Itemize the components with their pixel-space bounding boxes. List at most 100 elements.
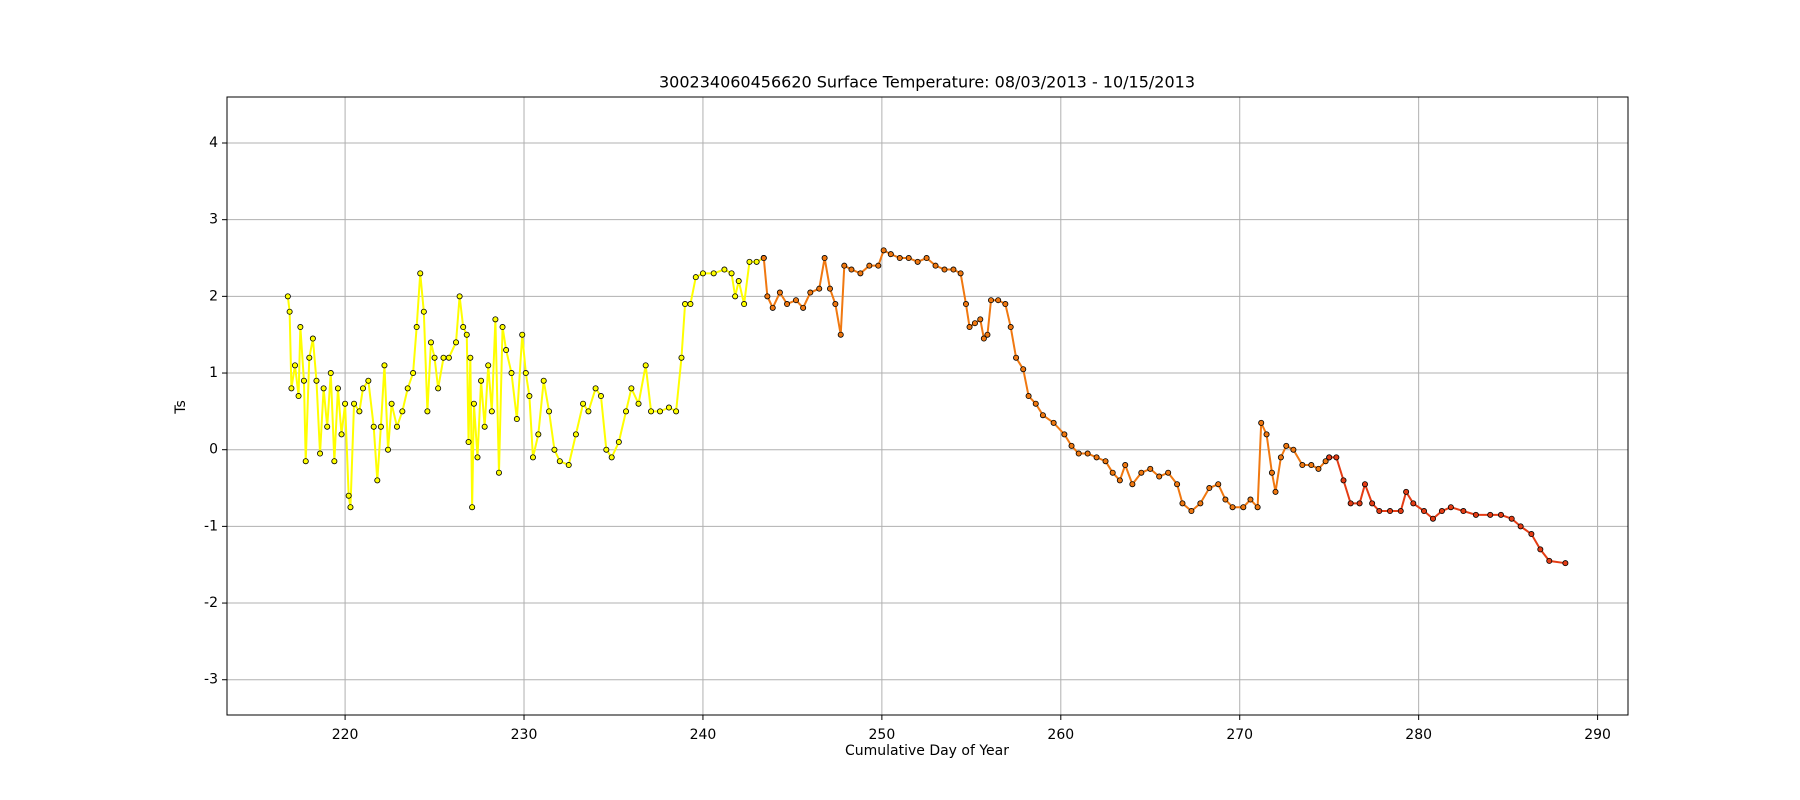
data-point (1102, 458, 1109, 465)
y-tick-label: -2 (204, 595, 218, 611)
data-point (470, 400, 477, 407)
data-point (424, 408, 431, 415)
data-point (478, 377, 485, 384)
data-point (1361, 481, 1368, 488)
data-point (741, 301, 748, 308)
data-point (370, 423, 377, 430)
data-point (495, 469, 502, 476)
data-point (1229, 504, 1236, 511)
data-point (1447, 504, 1454, 511)
data-point (1258, 419, 1265, 426)
data-point (678, 354, 685, 361)
data-point (673, 408, 680, 415)
data-point (345, 492, 352, 499)
data-point (950, 266, 957, 273)
data-point (324, 423, 331, 430)
data-point (1206, 485, 1213, 492)
data-point (732, 293, 739, 300)
data-point (710, 270, 717, 277)
data-point (334, 385, 341, 392)
data-point (1272, 488, 1279, 495)
data-point (1283, 442, 1290, 449)
data-point (427, 339, 434, 346)
data-point (857, 270, 864, 277)
data-point (508, 370, 515, 377)
data-point (592, 385, 599, 392)
data-point (1247, 496, 1254, 503)
data-point (404, 385, 411, 392)
data-point (1403, 488, 1410, 495)
data-point (957, 270, 964, 277)
data-point (465, 439, 472, 446)
data-point (565, 462, 572, 469)
data-point (313, 377, 320, 384)
data-point (1460, 508, 1467, 515)
data-point (460, 324, 467, 331)
data-point (784, 301, 791, 308)
data-point (597, 393, 604, 400)
data-point (474, 454, 481, 461)
data-point (377, 423, 384, 430)
data-point (848, 266, 855, 273)
data-point (284, 293, 291, 300)
data-point (580, 400, 587, 407)
data-point (291, 362, 298, 369)
data-point (481, 423, 488, 430)
plot-frame (226, 96, 1629, 716)
data-point (1039, 412, 1046, 419)
data-point (1546, 557, 1553, 564)
data-point (1050, 419, 1057, 426)
data-point (932, 262, 939, 269)
data-point (420, 308, 427, 315)
data-point (776, 289, 783, 296)
data-point (546, 408, 553, 415)
x-tick-label: 230 (511, 727, 538, 743)
y-tick-label: 1 (209, 365, 218, 381)
y-tick-label: 2 (209, 288, 218, 304)
data-point (1429, 515, 1436, 522)
data-point (1472, 511, 1479, 518)
data-point (764, 293, 771, 300)
data-point (1138, 469, 1145, 476)
data-point (485, 362, 492, 369)
data-point (1308, 462, 1315, 469)
data-point (1093, 454, 1100, 461)
data-point (295, 393, 302, 400)
data-point (435, 385, 442, 392)
x-tick-label: 250 (869, 727, 896, 743)
x-axis-label: Cumulative Day of Year (845, 743, 1009, 759)
data-point (1497, 511, 1504, 518)
data-point (1347, 500, 1354, 507)
data-point (385, 446, 392, 453)
data-point (1061, 431, 1068, 438)
data-point (682, 301, 689, 308)
data-point (1222, 496, 1229, 503)
data-point (445, 354, 452, 361)
data-point (359, 385, 366, 392)
data-point (665, 404, 672, 411)
y-tick-label: -3 (204, 672, 218, 688)
data-point (995, 297, 1002, 304)
data-point (1322, 458, 1329, 465)
data-point (1326, 454, 1333, 461)
data-point (1179, 500, 1186, 507)
data-point (356, 408, 363, 415)
data-point (288, 385, 295, 392)
data-point (410, 370, 417, 377)
data-point (540, 377, 547, 384)
y-tick-label: 4 (209, 135, 218, 151)
data-point (1397, 508, 1404, 515)
data-point (431, 354, 438, 361)
data-point (837, 331, 844, 338)
data-point (1438, 508, 1445, 515)
data-point (721, 266, 728, 273)
data-point (1508, 515, 1515, 522)
data-point (469, 504, 476, 511)
data-point (585, 408, 592, 415)
data-point (1084, 450, 1091, 457)
data-point (603, 446, 610, 453)
data-point (962, 301, 969, 308)
data-point (608, 454, 615, 461)
data-point (347, 504, 354, 511)
